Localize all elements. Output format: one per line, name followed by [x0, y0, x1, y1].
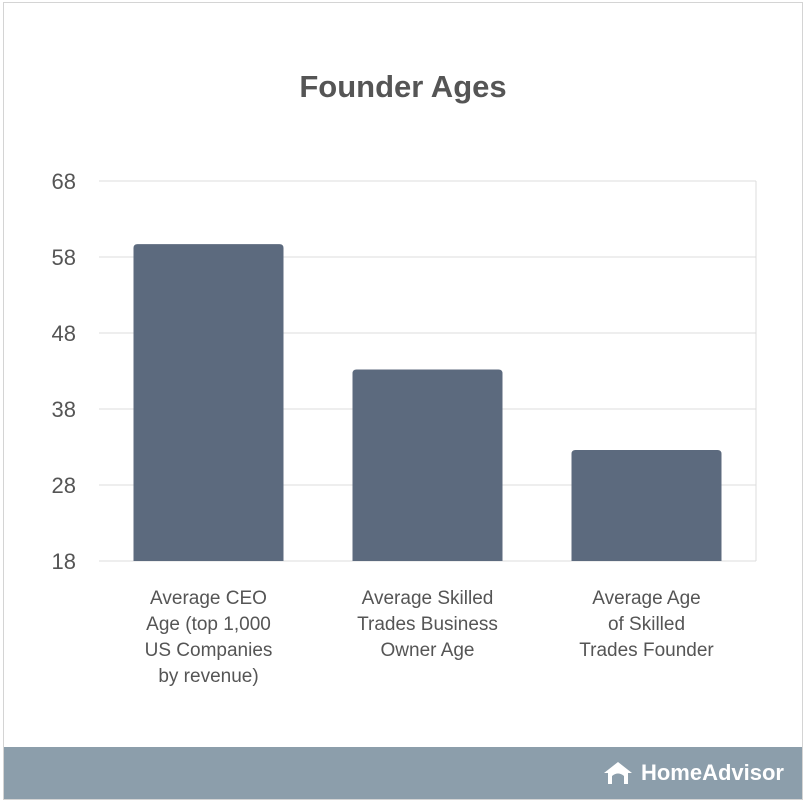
y-tick-label: 18 [52, 549, 76, 574]
x-tick-label-line: Owner Age [381, 640, 475, 661]
x-tick-label-line: Average CEO [150, 588, 267, 609]
house-icon [603, 762, 632, 784]
x-tick-label-line: US Companies [145, 640, 273, 661]
x-tick-label-line: Trades Founder [579, 640, 714, 661]
y-tick-label: 68 [52, 169, 76, 194]
bar-chart: 18 28 38 48 58 68 Average CEO Age (top 1,000 US … [52, 169, 757, 687]
x-tick-label-line: Age (top 1,000 [146, 614, 271, 635]
bar [133, 244, 284, 561]
x-tick-label: Average Age of Skilled Trades Founder [579, 588, 714, 661]
bar [571, 450, 722, 561]
brand-name: HomeAdvisor [640, 760, 784, 785]
x-tick-label-line: Average Skilled [362, 588, 494, 609]
y-tick-label: 28 [52, 473, 76, 498]
brand-logo[interactable]: HomeAdvisor [601, 759, 784, 787]
chart-title: Founder Ages [299, 69, 507, 104]
x-tick-label-line: Average Age [592, 588, 700, 609]
x-tick-label: Average Skilled Trades Business Owner Age [357, 588, 498, 661]
chart-card: Founder Ages 18 28 38 48 58 68 Average CEO Age … [3, 2, 803, 800]
y-tick-label: 48 [52, 321, 76, 346]
footer-bar: HomeAdvisor [4, 747, 802, 799]
x-tick-label-line: Trades Business [357, 614, 498, 635]
x-tick-label: Average CEO Age (top 1,000 US Companies by … [145, 588, 273, 687]
x-tick-label-line: by revenue) [158, 666, 258, 687]
y-tick-label: 58 [52, 245, 76, 270]
bar [352, 369, 503, 561]
y-tick-label: 38 [52, 397, 76, 422]
x-tick-label-line: of Skilled [608, 614, 685, 635]
